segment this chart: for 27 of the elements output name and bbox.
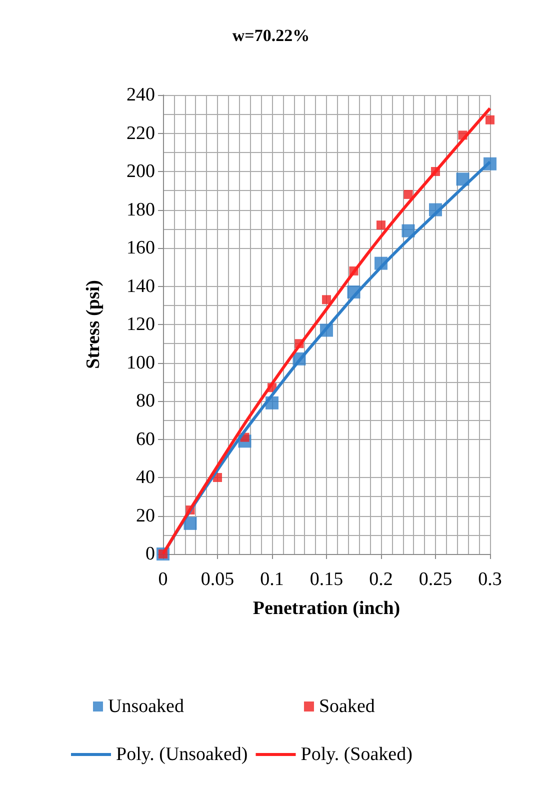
x-tick-label: 0.1: [260, 569, 284, 590]
y-tick-label: 180: [126, 199, 155, 220]
y-tick-label: 20: [136, 505, 155, 526]
x-axis-title: Penetration (inch): [252, 598, 400, 619]
y-tick-label: 220: [126, 122, 155, 144]
legend-label: Poly. (Unsoaked): [116, 744, 248, 765]
x-tick-label: 0.2: [369, 569, 393, 590]
x-tick-label: 0.15: [310, 569, 344, 590]
legend-label: Soaked: [318, 696, 376, 717]
x-tick-label: 0: [158, 569, 168, 590]
legend-label: Poly. (Soaked): [300, 744, 412, 765]
y-tick-label: 0: [146, 544, 155, 564]
y-tick-label: 240: [126, 84, 155, 106]
y-tick-label: 200: [126, 161, 155, 182]
x-tick-label: 0.05: [200, 569, 234, 590]
y-tick-label: 40: [136, 467, 155, 488]
y-tick-label: 140: [126, 276, 155, 297]
y-axis-title: Stress (psi): [83, 280, 104, 369]
y-tick-label: 160: [126, 238, 155, 258]
chart-title: w=70.22%: [232, 26, 310, 45]
y-tick-label: 80: [136, 390, 155, 412]
legend-label: Unsoaked: [108, 696, 184, 717]
x-tick-label: 0.3: [478, 569, 502, 590]
y-tick-label: 100: [126, 352, 155, 374]
y-tick-label: 60: [136, 428, 155, 450]
x-tick-label: 0.25: [418, 569, 452, 590]
y-tick-label: 120: [126, 314, 155, 335]
